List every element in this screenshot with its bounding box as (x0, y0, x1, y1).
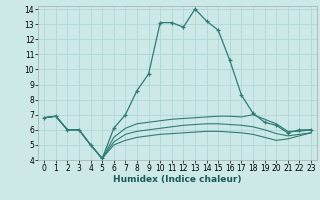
X-axis label: Humidex (Indice chaleur): Humidex (Indice chaleur) (113, 175, 242, 184)
